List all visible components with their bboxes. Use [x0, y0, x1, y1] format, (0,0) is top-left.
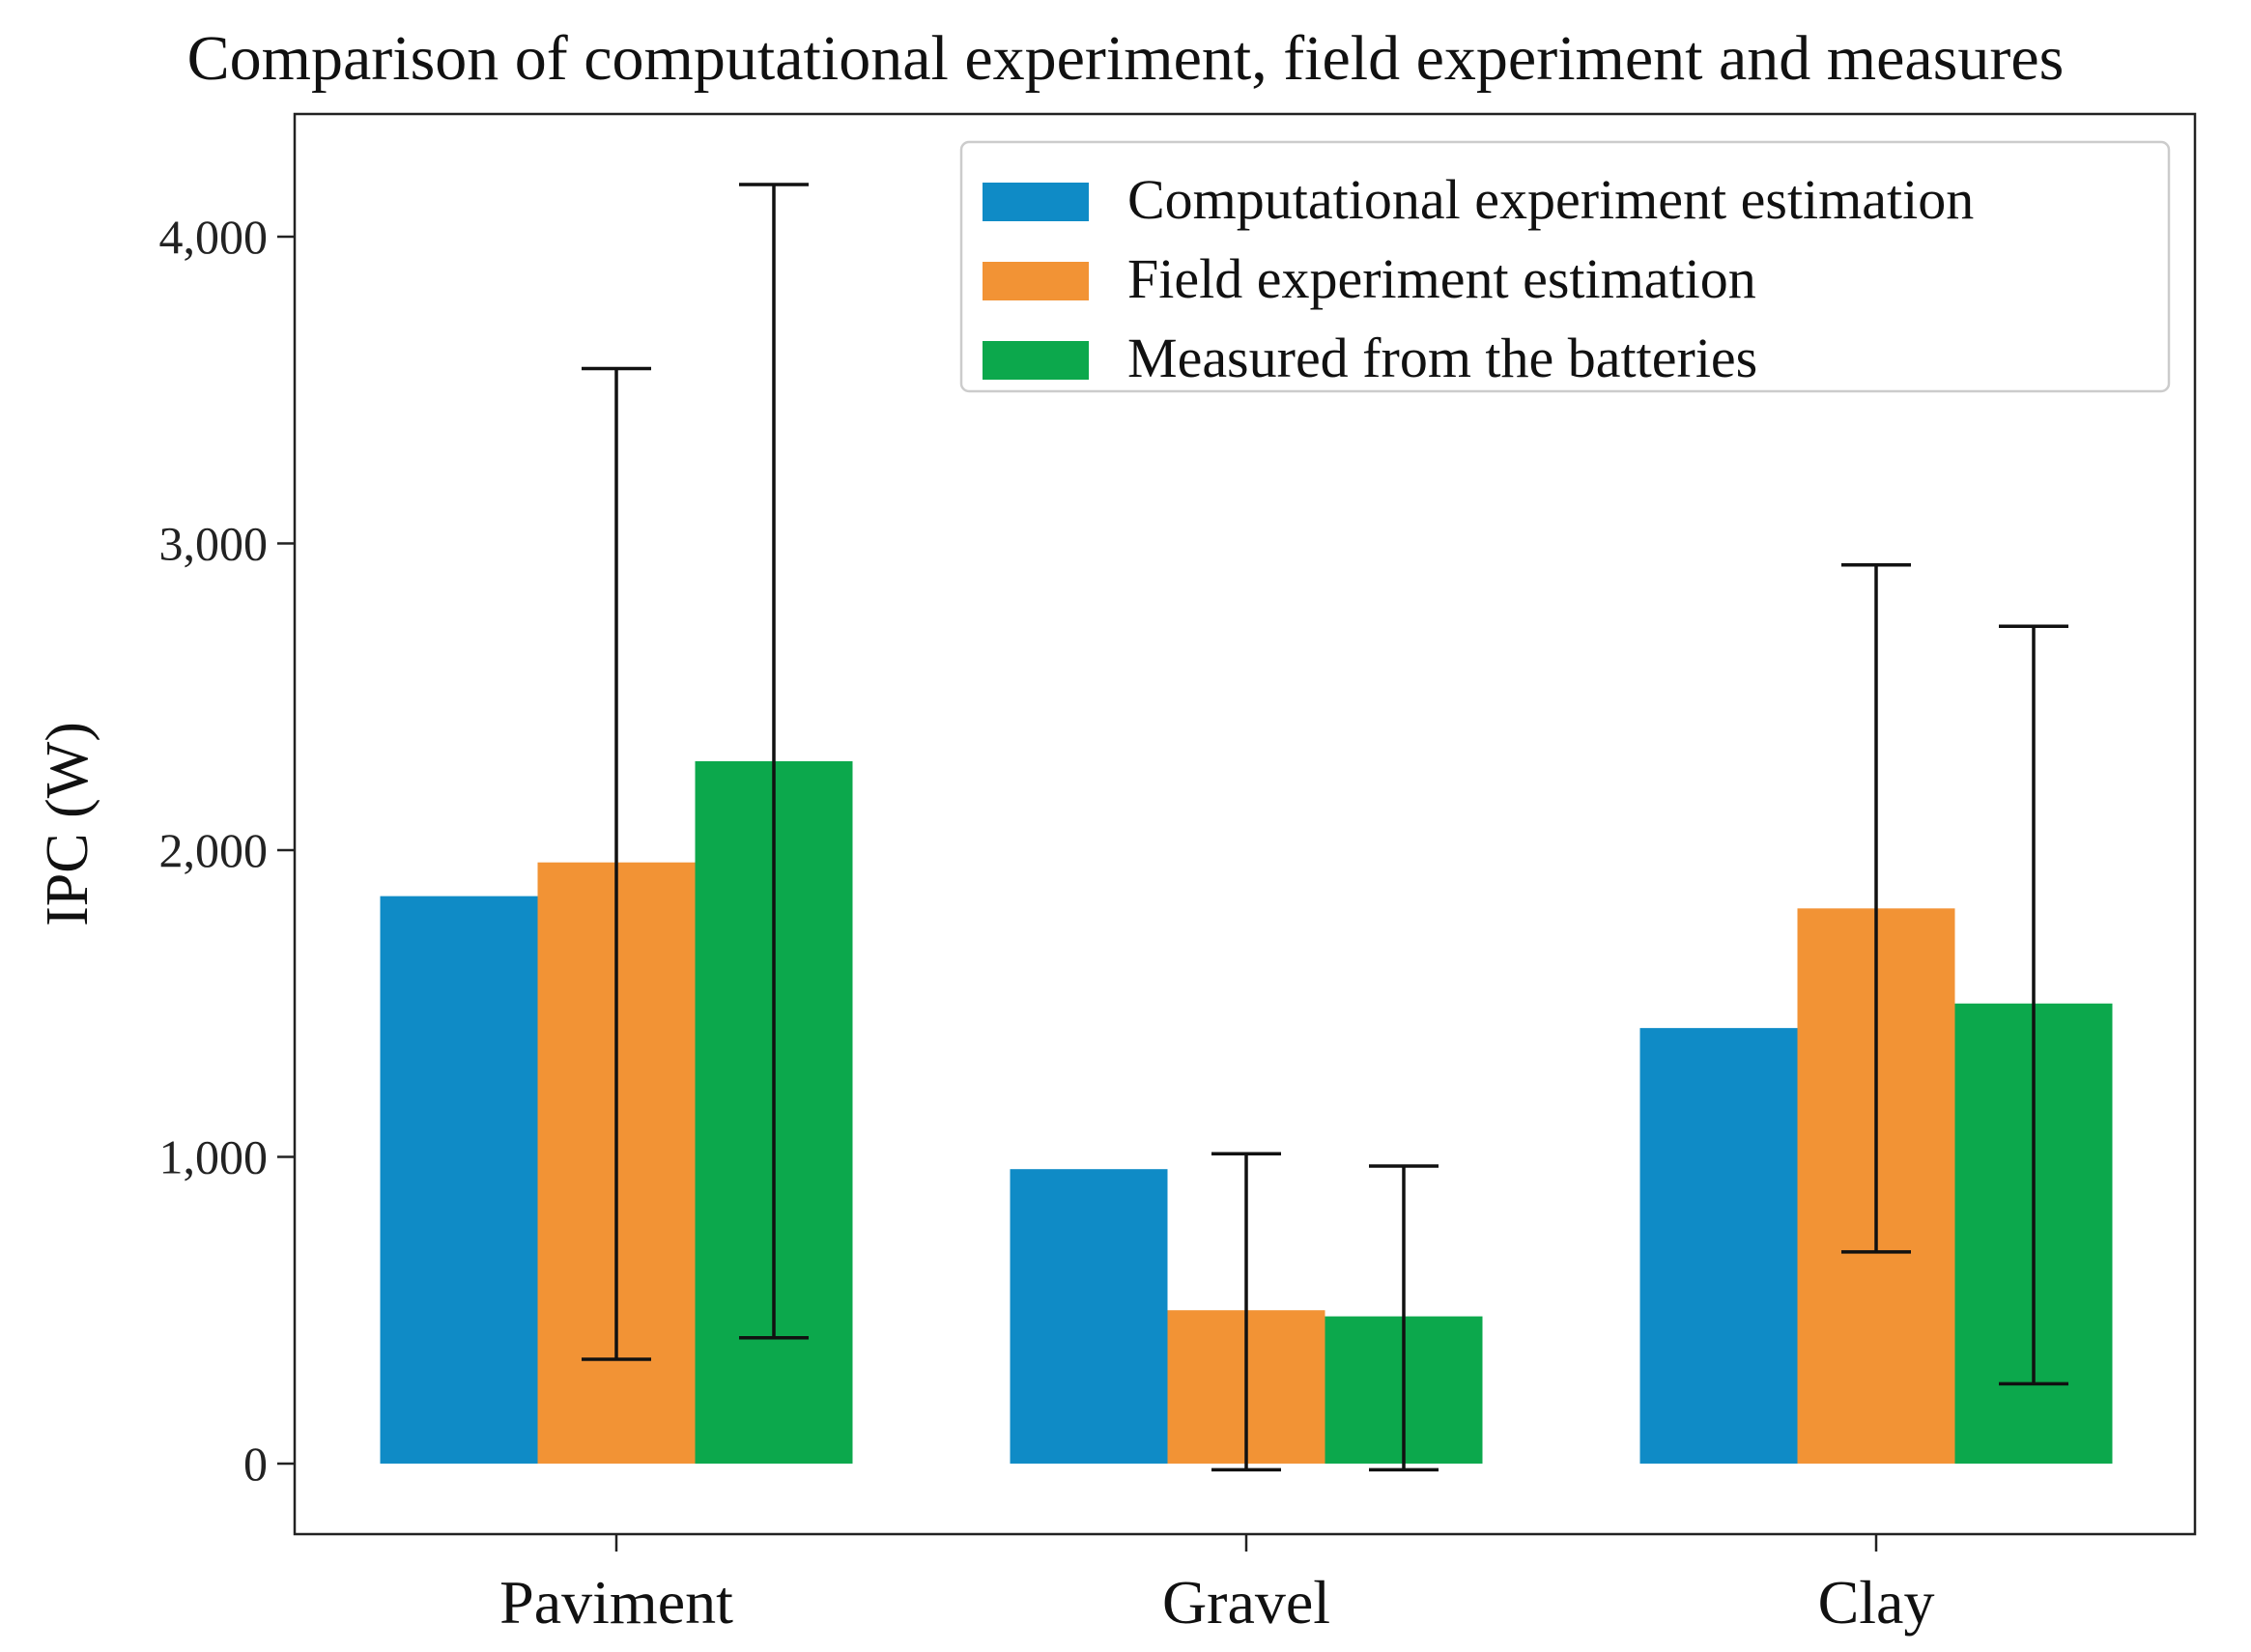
bar-clay-series-1 — [1639, 1028, 1798, 1464]
legend-label-3: Measured from the batteries — [1127, 327, 1757, 389]
legend-box — [959, 140, 2171, 393]
legend-swatch-1 — [983, 183, 1089, 221]
error-bar-clay-series-2 — [1841, 562, 1911, 1254]
legend-label-1: Computational experiment estimation — [1127, 168, 1974, 231]
bar-paviment-series-1 — [380, 896, 538, 1464]
legend-swatch-3 — [983, 341, 1089, 380]
legend-swatch-2 — [983, 262, 1089, 300]
errorbars-layer — [582, 183, 2068, 1472]
chart-title: Comparison of computational experiment, … — [187, 23, 2065, 94]
legend-label-2: Field experiment estimation — [1127, 247, 1756, 310]
plot-frame — [293, 112, 2197, 1536]
y-tick-label: 0 — [243, 1437, 268, 1491]
error-bar-paviment-series-2 — [582, 366, 651, 1361]
x-tick-label-gravel: Gravel — [1162, 1568, 1330, 1637]
error-bar-gravel-series-3 — [1369, 1164, 1439, 1472]
y-axis: 0 1,000 2,000 3,000 4,000 — [159, 210, 295, 1491]
x-tick-label-clay: Clay — [1818, 1568, 1935, 1637]
error-bar-clay-series-3 — [1999, 624, 2068, 1386]
x-axis: Paviment Gravel Clay — [499, 1534, 1934, 1637]
y-tick-label: 3,000 — [159, 516, 269, 570]
y-tick-label: 1,000 — [159, 1129, 269, 1183]
y-axis-label: IPC (W) — [35, 722, 100, 926]
bar-gravel-series-1 — [1010, 1169, 1168, 1464]
error-bar-gravel-series-2 — [1211, 1152, 1281, 1472]
legend: Computational experiment estimation Field… — [959, 140, 2171, 393]
error-bar-paviment-series-3 — [739, 183, 809, 1340]
x-tick-label-paviment: Paviment — [499, 1568, 733, 1637]
y-tick-label: 4,000 — [159, 210, 269, 264]
y-tick-label: 2,000 — [159, 823, 269, 877]
